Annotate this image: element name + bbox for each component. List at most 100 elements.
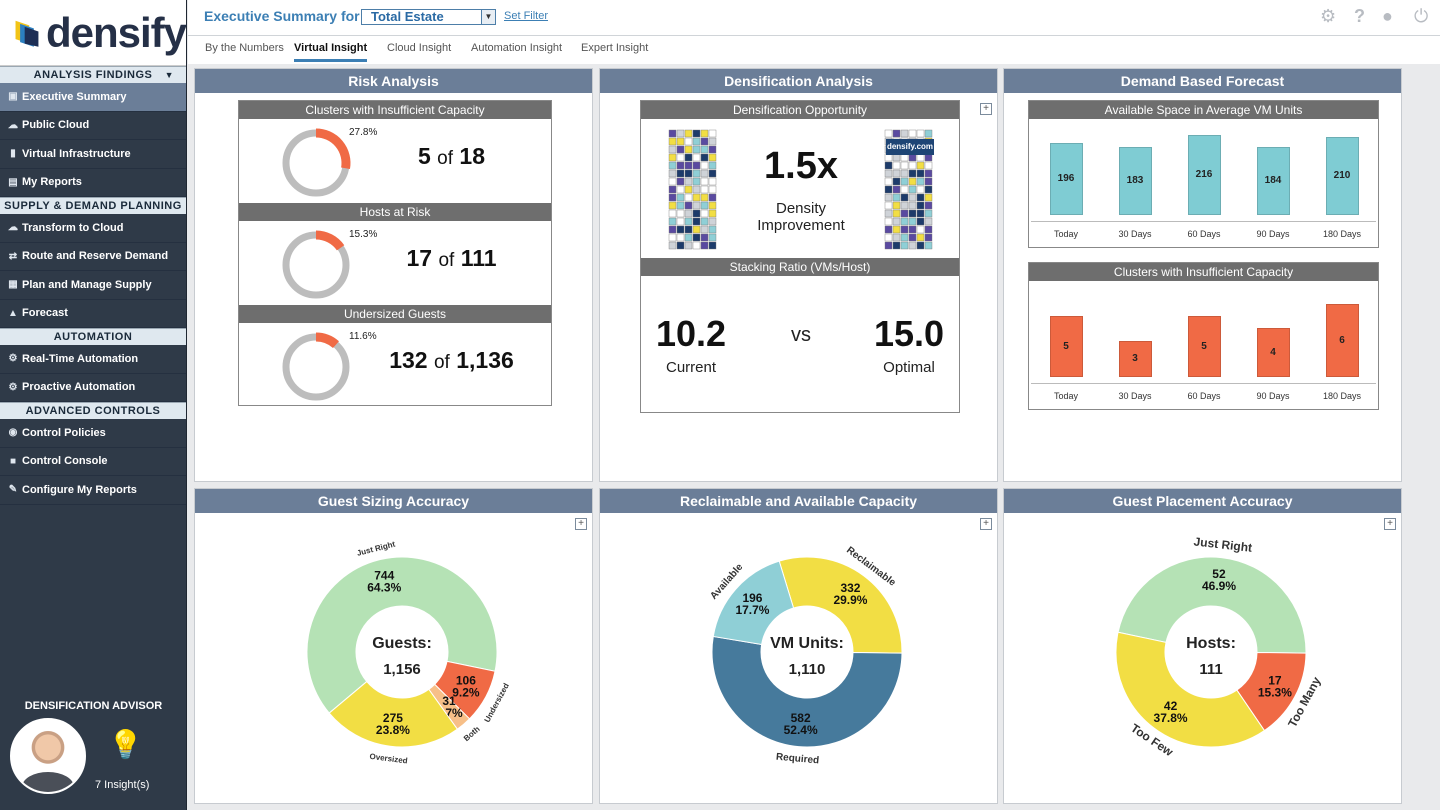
bar[interactable] (1050, 142, 1083, 215)
sidebar-item-transform-to-cloud[interactable]: ☁ Transform to Cloud (0, 214, 186, 243)
packing-cell (668, 209, 677, 218)
user-icon[interactable]: ● (1382, 6, 1393, 26)
packing-cell (884, 185, 893, 194)
packing-cell (700, 241, 709, 250)
expand-icon[interactable]: + (980, 103, 992, 115)
tab-virtual-insight[interactable]: Virtual Insight (294, 42, 368, 62)
packing-cell (708, 241, 717, 250)
sidebar-item-label: Plan and Manage Supply (22, 278, 152, 291)
tab-by-the-numbers[interactable]: By the Numbers (205, 42, 284, 54)
bar[interactable] (1119, 340, 1152, 377)
bar-category-label: 180 Days (1322, 229, 1362, 239)
section-title: AUTOMATION (53, 331, 133, 343)
sidebar-item-configure-my-reports[interactable]: ✎ Configure My Reports (0, 476, 186, 505)
densification-analysis-panel: Densification Analysis + Densification O… (599, 68, 998, 482)
packing-cell (668, 185, 677, 194)
packing-cell (708, 177, 717, 186)
sidebar-item-control-policies[interactable]: ◉ Control Policies (0, 419, 186, 448)
available-space-box: Available Space in Average VM Units 196 T… (1028, 100, 1379, 248)
sidebar-item-route-and-reserve-demand[interactable]: ⇄ Route and Reserve Demand (0, 243, 186, 271)
bar[interactable] (1257, 147, 1290, 215)
guest-sizing-panel: Guest Sizing Accuracy + 744 64.3% Just Rig… (194, 488, 593, 804)
risk-count-b: 18 (459, 143, 486, 169)
bar-value-label: 196 (1057, 172, 1075, 184)
densify-logo[interactable]: densify (0, 0, 187, 66)
packing-cell (900, 209, 909, 218)
bar[interactable] (1188, 316, 1221, 377)
packing-cell (684, 201, 693, 210)
packing-cell (900, 153, 909, 162)
power-icon[interactable]: ⏻ (1414, 6, 1429, 26)
packing-cell (908, 177, 917, 186)
bar[interactable] (1188, 135, 1221, 215)
sidebar-item-public-cloud[interactable]: ☁ Public Cloud (0, 112, 186, 140)
tab-automation-insight[interactable]: Automation Insight (471, 42, 563, 54)
packing-cell (908, 169, 917, 178)
section-title: ADVANCED CONTROLS (25, 405, 161, 417)
sidebar-item-control-console[interactable]: ■ Control Console (0, 448, 186, 476)
packing-cell (884, 201, 893, 210)
avatar[interactable] (10, 718, 86, 794)
expand-icon[interactable]: + (575, 518, 587, 530)
densify-logo-icon (15, 20, 39, 47)
sidebar-item-forecast[interactable]: ▲ Forecast (0, 300, 186, 328)
sidebar-item-proactive-automation[interactable]: ⚙ Proactive Automation (0, 374, 186, 402)
slice-just-right[interactable] (306, 556, 498, 714)
sidebar-item-virtual-infrastructure[interactable]: ▮ Virtual Infrastructure (0, 140, 186, 169)
packing-cell (676, 201, 685, 210)
tab-bar: By the Numbers Virtual Insight Cloud Ins… (188, 36, 1440, 64)
estate-select[interactable]: Total Estate ▼ (361, 9, 496, 25)
expand-icon[interactable]: + (1384, 518, 1396, 530)
packing-cell (692, 217, 701, 226)
bar[interactable] (1326, 304, 1359, 377)
packing-cell (668, 137, 677, 146)
densification-box: Densification Opportunity densify.com 1.… (640, 100, 960, 413)
sidebar-item-label: Control Console (22, 455, 108, 468)
sidebar-item-executive-summary[interactable]: ▣ Executive Summary (0, 83, 186, 112)
reclaimable-donut: 33229.9%Reclaimable58252.4%Required19617… (708, 545, 903, 766)
risk-count-a: 5 (417, 143, 431, 169)
slice-reclaimable[interactable] (778, 556, 903, 654)
help-icon[interactable]: ? (1354, 6, 1365, 26)
slice-pct-label: 37.8% (1154, 711, 1188, 725)
set-filter-link[interactable]: Set Filter (504, 10, 549, 22)
bar[interactable] (1326, 137, 1359, 215)
packing-cell (700, 193, 709, 202)
slice-pct-label: 64.3% (367, 581, 401, 595)
slice-value-label: 31 (442, 694, 456, 708)
bar-value-label: 5 (1201, 340, 1207, 352)
slice-pct-label: 23.8% (376, 723, 410, 737)
lightbulb-icon[interactable]: 💡 (108, 729, 143, 760)
density-ratio: 1.5x (764, 145, 838, 187)
bar-value-label: 184 (1264, 175, 1282, 186)
sidebar-item-plan-and-manage-supply[interactable]: ▦ Plan and Manage Supply (0, 271, 186, 300)
gear-icon[interactable]: ⚙ (1320, 6, 1337, 26)
pin-icon[interactable]: ▼ (164, 70, 174, 80)
packing-cell (900, 217, 909, 226)
slice-name-label: Oversized (369, 752, 408, 766)
tab-expert-insight[interactable]: Expert Insight (581, 42, 649, 54)
sidebar-item-my-reports[interactable]: ▤ My Reports (0, 169, 186, 197)
dropdown-arrow-icon[interactable]: ▼ (481, 10, 495, 24)
packing-cell (708, 209, 717, 218)
slice-available[interactable] (712, 560, 795, 646)
packing-cell (676, 233, 685, 242)
risk-box: Clusters with Insufficient Capacity 27.8%… (238, 100, 552, 406)
sidebar-item-real-time-automation[interactable]: ⚙ Real-Time Automation (0, 345, 186, 374)
top-bar: Executive Summary for Total Estate ▼ Set… (188, 0, 1440, 36)
packing-cell (900, 129, 909, 138)
bar[interactable] (1257, 328, 1290, 377)
insights-count[interactable]: 7 Insight(s) (95, 779, 150, 791)
slice-just-right[interactable] (1117, 556, 1307, 654)
bar[interactable] (1050, 316, 1083, 377)
expand-icon[interactable]: + (980, 518, 992, 530)
tab-cloud-insight[interactable]: Cloud Insight (387, 42, 452, 54)
packing-cell (884, 153, 893, 162)
packing-cell (684, 153, 693, 162)
gauge-fill (315, 230, 345, 251)
bar[interactable] (1119, 147, 1152, 215)
slice-required[interactable] (711, 635, 903, 748)
packing-cell (676, 129, 685, 138)
slice-oversized[interactable] (328, 680, 459, 748)
slice-too-few[interactable] (1115, 631, 1266, 748)
